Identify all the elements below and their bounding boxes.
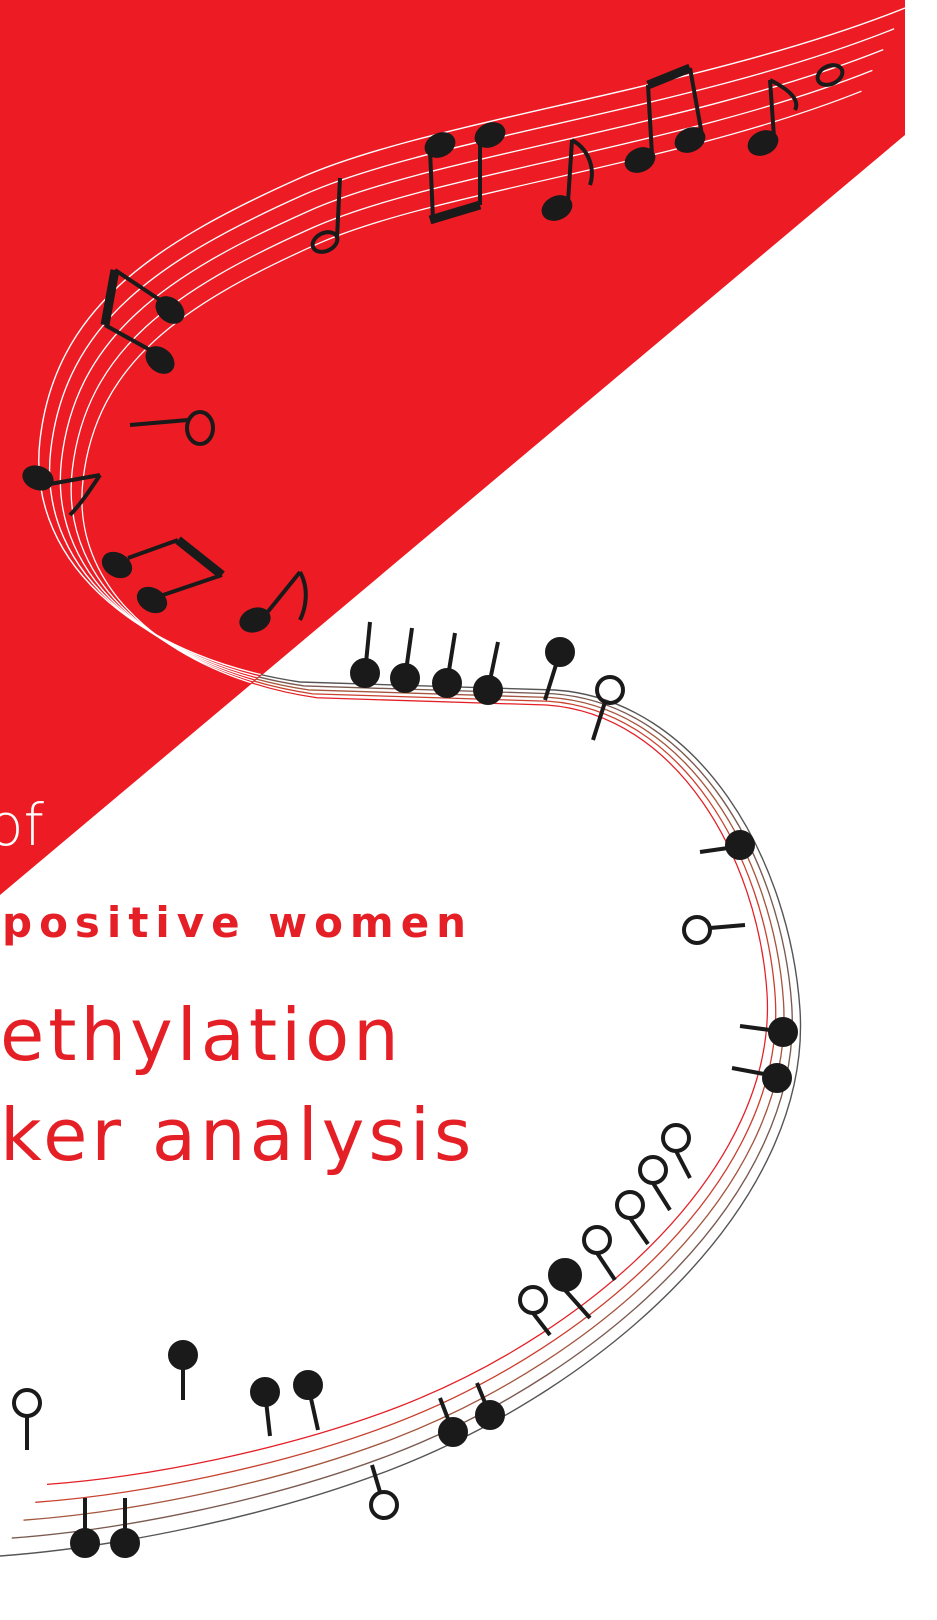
page: of positive women ethylation ker analysi…: [0, 0, 937, 1620]
of-text: of: [0, 791, 44, 859]
subtitle: positive women: [2, 898, 473, 947]
title-line-2: ker analysis: [0, 1093, 475, 1177]
cover: of positive women ethylation ker analysi…: [0, 0, 937, 1620]
title-line-1: ethylation: [0, 993, 403, 1077]
